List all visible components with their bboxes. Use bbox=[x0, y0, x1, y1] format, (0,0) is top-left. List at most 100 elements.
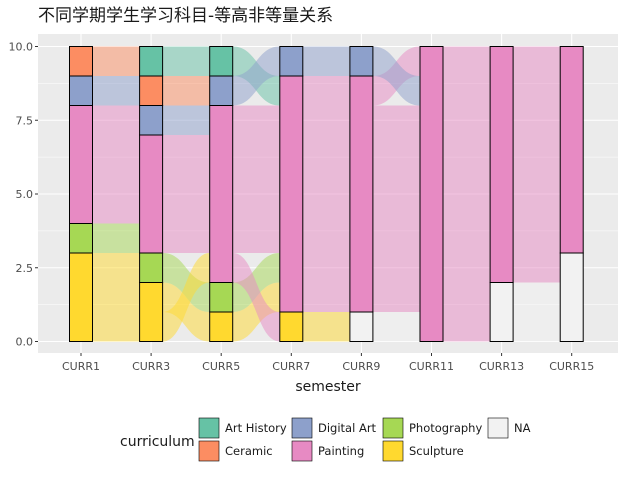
stratum-bar bbox=[559, 252, 584, 342]
legend-label: Digital Art bbox=[318, 421, 377, 435]
legend-key bbox=[198, 417, 220, 439]
flow-ribbon bbox=[302, 312, 350, 342]
flow-layer bbox=[92, 46, 561, 342]
flow-ribbon bbox=[443, 223, 491, 253]
stratum-bar bbox=[139, 134, 164, 254]
flow-ribbon bbox=[162, 76, 210, 106]
flow-ribbon bbox=[302, 135, 350, 165]
flow-ribbon bbox=[302, 282, 350, 312]
stratum-bar bbox=[489, 282, 514, 342]
stratum-bar bbox=[279, 46, 304, 77]
flow-ribbon bbox=[232, 223, 280, 253]
flow-ribbon bbox=[443, 46, 491, 76]
flow-ribbon bbox=[513, 76, 561, 106]
y-tick-label: 10.0 bbox=[9, 41, 34, 54]
flow-ribbon bbox=[92, 46, 140, 76]
flow-ribbon bbox=[443, 135, 491, 165]
legend-key bbox=[382, 417, 404, 439]
legend: curriculum Art History Ceramic Digital Art… bbox=[120, 417, 531, 462]
flow-ribbon bbox=[372, 164, 420, 194]
flow-ribbon bbox=[513, 312, 561, 342]
stratum-bar bbox=[349, 46, 374, 77]
flow-ribbon bbox=[513, 105, 561, 135]
stratum-bar bbox=[209, 75, 234, 106]
flow-ribbon bbox=[372, 253, 420, 283]
flow-ribbon bbox=[302, 46, 350, 76]
stratum-bar bbox=[69, 75, 93, 106]
stratum-bar bbox=[69, 223, 93, 254]
flow-ribbon bbox=[232, 253, 280, 342]
flow-ribbon bbox=[513, 194, 561, 224]
stratum-bar bbox=[139, 282, 164, 342]
flow-ribbon bbox=[372, 194, 420, 224]
flow-ribbon bbox=[92, 164, 140, 194]
stratum-bar bbox=[139, 75, 164, 106]
stratum-bar bbox=[69, 105, 93, 224]
flow-ribbon bbox=[92, 282, 140, 312]
legend-label: Painting bbox=[318, 444, 364, 458]
y-tick-label: 0.0 bbox=[16, 336, 34, 349]
x-tick-label: CURR5 bbox=[202, 360, 240, 373]
stratum-bar bbox=[559, 46, 584, 254]
flow-ribbon bbox=[162, 223, 210, 253]
flow-ribbon bbox=[92, 312, 140, 342]
stratum-bar bbox=[209, 282, 234, 313]
legend-key bbox=[291, 440, 313, 462]
flow-ribbon bbox=[443, 76, 491, 106]
flow-ribbon bbox=[443, 194, 491, 224]
flow-ribbon bbox=[513, 135, 561, 165]
flow-ribbon bbox=[443, 105, 491, 135]
legend-key bbox=[382, 440, 404, 462]
flow-ribbon bbox=[92, 105, 140, 135]
flow-ribbon bbox=[372, 312, 420, 342]
stratum-bar bbox=[139, 105, 164, 136]
flow-ribbon bbox=[302, 223, 350, 253]
flow-ribbon bbox=[513, 223, 561, 253]
flow-ribbon bbox=[443, 164, 491, 194]
x-tick-label: CURR9 bbox=[342, 360, 380, 373]
flow-ribbon bbox=[302, 105, 350, 135]
flow-ribbon bbox=[92, 76, 140, 106]
x-tick-label: CURR7 bbox=[272, 360, 310, 373]
strata-layer bbox=[69, 46, 584, 342]
flow-ribbon bbox=[232, 164, 280, 194]
flow-ribbon bbox=[372, 46, 420, 106]
flow-ribbon bbox=[513, 282, 561, 312]
flow-ribbon bbox=[302, 253, 350, 283]
chart-title: 不同学期学生学习科目-等高非等量关系 bbox=[38, 6, 333, 26]
flow-ribbon bbox=[92, 253, 140, 283]
flow-ribbon bbox=[92, 194, 140, 224]
stratum-bar bbox=[69, 252, 93, 342]
stratum-bar bbox=[209, 105, 234, 283]
legend-key bbox=[198, 440, 220, 462]
flow-ribbon bbox=[162, 135, 210, 165]
y-tick-label: 7.5 bbox=[16, 114, 34, 127]
flow-ribbon bbox=[372, 135, 420, 165]
stratum-bar bbox=[139, 252, 164, 283]
flow-ribbon bbox=[372, 282, 420, 312]
legend-label: Art History bbox=[225, 421, 287, 435]
x-tick-label: CURR15 bbox=[549, 360, 594, 373]
x-tick-label: CURR11 bbox=[409, 360, 454, 373]
x-axis: CURR1 CURR3 CURR5 CURR7 CURR9 CURR11 CURR13 CUR… bbox=[62, 353, 594, 373]
x-tick-label: CURR3 bbox=[132, 360, 170, 373]
stratum-bar bbox=[209, 311, 234, 342]
flow-ribbon bbox=[372, 105, 420, 135]
x-tick-label: CURR1 bbox=[62, 360, 100, 373]
flow-ribbon bbox=[232, 46, 280, 106]
stratum-bar bbox=[69, 46, 93, 77]
legend-label: Photography bbox=[409, 421, 482, 435]
legend-label: NA bbox=[514, 421, 531, 435]
x-tick-label: CURR13 bbox=[479, 360, 524, 373]
stratum-bar bbox=[489, 46, 514, 283]
flow-ribbon bbox=[443, 282, 491, 312]
flow-ribbon bbox=[162, 164, 210, 194]
legend-label: Ceramic bbox=[225, 444, 273, 458]
flow-ribbon bbox=[92, 135, 140, 165]
flow-ribbon bbox=[162, 46, 210, 76]
flow-ribbon bbox=[162, 194, 210, 224]
flow-ribbon bbox=[162, 105, 210, 135]
flow-ribbon bbox=[513, 253, 561, 283]
y-tick-label: 5.0 bbox=[16, 188, 34, 201]
